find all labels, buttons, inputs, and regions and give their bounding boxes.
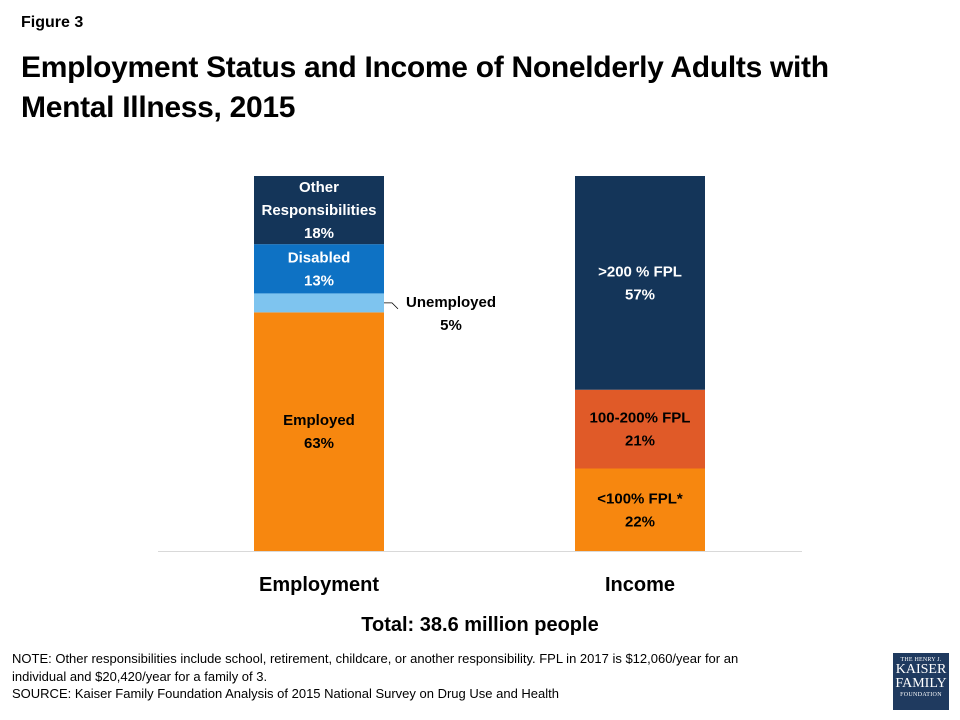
kff-logo: THE HENRY J. KAISER FAMILY FOUNDATION (893, 653, 949, 710)
logo-line: KAISER (895, 662, 947, 677)
figure-label: Figure 3 (21, 14, 84, 31)
segment-label: Unemployed (406, 294, 496, 311)
segment-value-label: 21% (625, 433, 655, 450)
segment-label: 100-200% FPL (590, 410, 691, 427)
source-line: SOURCE: Kaiser Family Foundation Analysi… (12, 686, 559, 701)
callout-leader-line (384, 302, 399, 310)
segment-label: <100% FPL* (597, 490, 683, 507)
note-line: individual and $20,420/year for a family… (12, 668, 268, 684)
note-line: NOTE: Other responsibilities include sch… (12, 651, 739, 666)
category-label: Income (605, 574, 675, 596)
bar-segment-employed (254, 312, 384, 551)
footnote: NOTE: Other responsibilities include sch… (12, 650, 862, 703)
category-label: Employment (259, 574, 379, 596)
chart-title: Employment Status and Income of Nonelder… (21, 51, 829, 124)
bar-segment-disabled (254, 244, 384, 294)
logo-line: FOUNDATION (900, 692, 942, 698)
segment-value-label: 22% (625, 513, 655, 530)
bar-segment-other-responsibilities (254, 176, 384, 245)
bar-segment-unemployed (254, 293, 384, 313)
total-label: Total: 38.6 million people (361, 614, 599, 636)
bar-segment-200-fpl (575, 176, 705, 390)
segment-label: Responsibilities (261, 202, 376, 219)
bar-segment-100-fpl (575, 468, 705, 551)
logo-line: FAMILY (895, 676, 947, 691)
logo-line: THE HENRY J. (900, 657, 942, 663)
segment-label: Employed (283, 412, 355, 429)
segment-value-label: 57% (625, 286, 655, 303)
bar-segment-100-200-fpl (575, 389, 705, 469)
segment-label: Other (299, 179, 339, 196)
segment-label: >200 % FPL (598, 263, 682, 280)
segment-value-label: 13% (304, 272, 334, 289)
segment-value-label: 63% (304, 435, 334, 452)
stacked-bar-chart: Employed 63% Unemployed 5% Disabled 13% Other R… (158, 176, 802, 596)
segment-value-label: 18% (304, 225, 334, 242)
segment-label: Disabled (288, 249, 351, 266)
segment-value-label: 5% (440, 317, 462, 334)
